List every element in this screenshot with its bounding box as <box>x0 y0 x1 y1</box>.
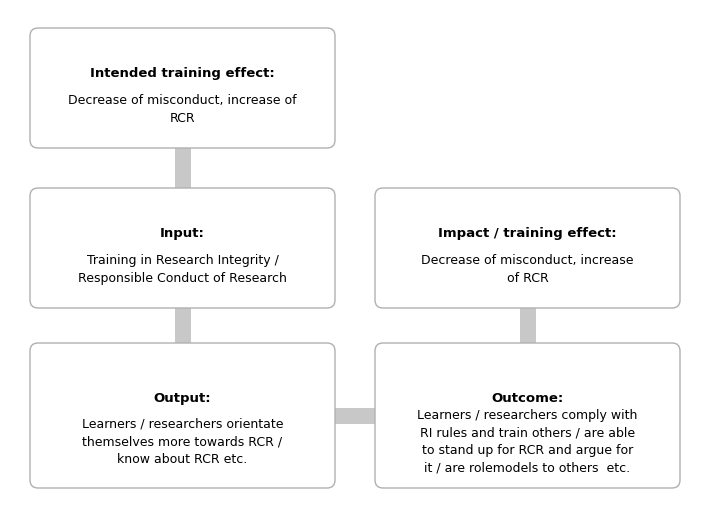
Text: Decrease of misconduct, increase
of RCR: Decrease of misconduct, increase of RCR <box>421 255 634 285</box>
Bar <box>175 308 190 343</box>
FancyBboxPatch shape <box>375 343 680 488</box>
Text: Intended training effect:: Intended training effect: <box>90 67 275 80</box>
Text: Output:: Output: <box>153 392 212 404</box>
Bar <box>175 148 190 188</box>
Bar <box>335 407 375 424</box>
Bar <box>520 308 535 343</box>
Text: Learners / researchers orientate
themselves more towards RCR /
know about RCR et: Learners / researchers orientate themsel… <box>82 418 283 466</box>
FancyBboxPatch shape <box>30 188 335 308</box>
Text: Impact / training effect:: Impact / training effect: <box>438 227 617 240</box>
FancyBboxPatch shape <box>30 28 335 148</box>
Text: Learners / researchers comply with
RI rules and train others / are able
to stand: Learners / researchers comply with RI ru… <box>417 409 638 474</box>
FancyBboxPatch shape <box>375 188 680 308</box>
Text: Input:: Input: <box>160 227 205 240</box>
Text: Outcome:: Outcome: <box>491 392 564 404</box>
Text: Training in Research Integrity /
Responsible Conduct of Research: Training in Research Integrity / Respons… <box>78 255 287 285</box>
FancyBboxPatch shape <box>30 343 335 488</box>
Text: Decrease of misconduct, increase of
RCR: Decrease of misconduct, increase of RCR <box>68 94 297 125</box>
